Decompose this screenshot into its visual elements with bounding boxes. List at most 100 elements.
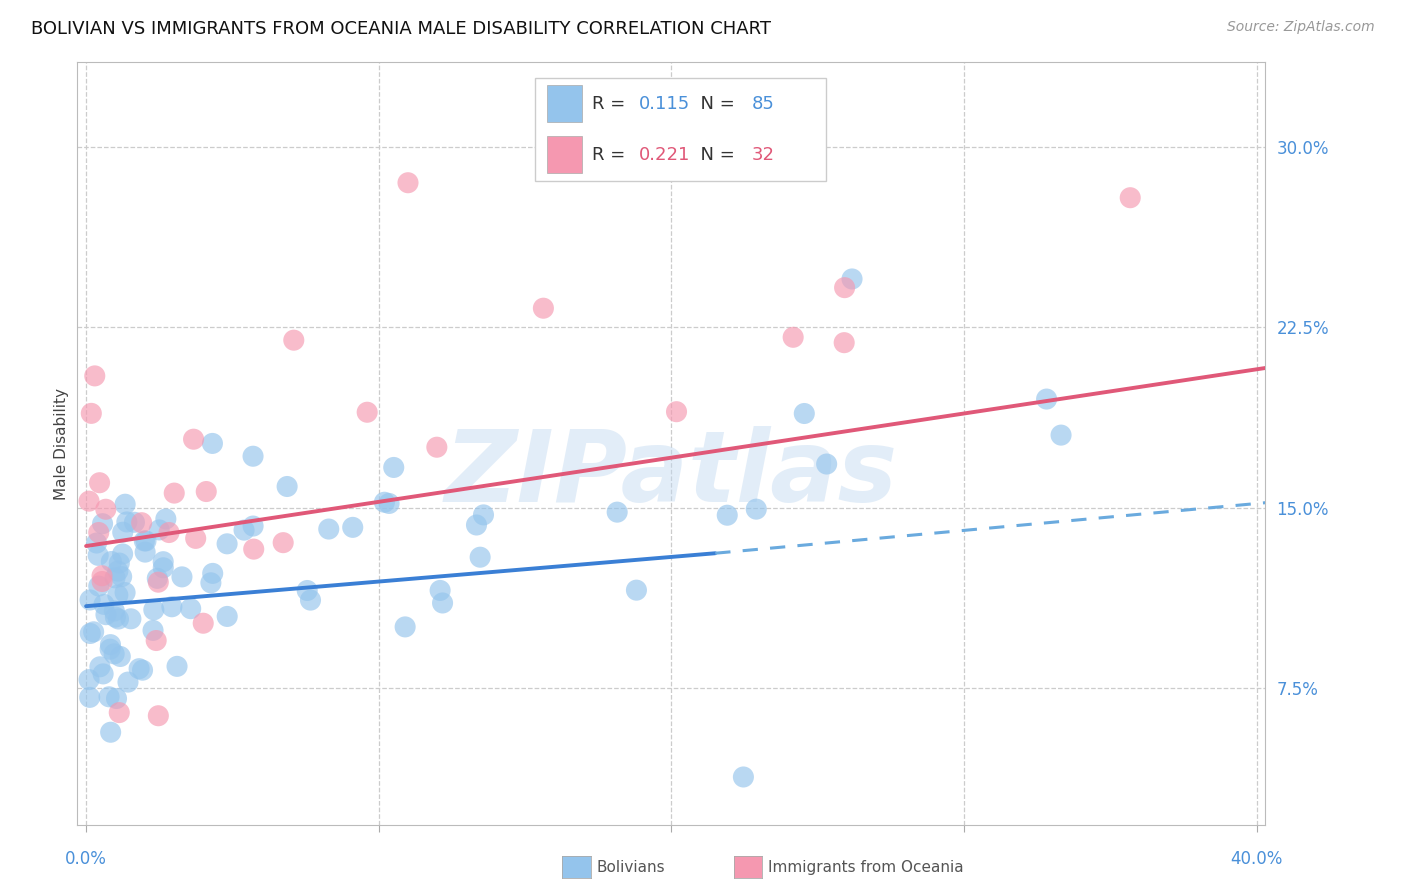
Point — [89, 475, 111, 490]
Point — [100, 638, 122, 652]
Point — [89, 660, 111, 674]
Point — [283, 333, 305, 347]
Point — [77, 494, 100, 508]
Point — [145, 633, 167, 648]
Point — [134, 545, 156, 559]
Point — [83, 368, 105, 383]
Point — [79, 690, 101, 705]
Point — [318, 522, 340, 536]
FancyBboxPatch shape — [547, 86, 582, 122]
Point — [665, 405, 688, 419]
Point — [200, 575, 222, 590]
Point — [142, 624, 165, 638]
Text: 0.115: 0.115 — [640, 95, 690, 112]
Point — [87, 525, 110, 540]
Point — [114, 497, 136, 511]
Point — [108, 556, 131, 570]
Point — [157, 525, 180, 540]
Point — [170, 570, 193, 584]
Point — [299, 593, 322, 607]
Point — [429, 583, 451, 598]
Point — [180, 601, 202, 615]
Point — [233, 523, 256, 537]
Point — [148, 523, 170, 537]
Point — [98, 690, 121, 704]
Point — [107, 564, 129, 578]
Point — [94, 607, 117, 622]
Point — [94, 502, 117, 516]
Point — [86, 536, 108, 550]
Text: Immigrants from Oceania: Immigrants from Oceania — [768, 860, 963, 874]
Point — [465, 518, 488, 533]
Text: R =: R = — [592, 145, 631, 164]
Text: 40.0%: 40.0% — [1230, 850, 1282, 868]
Point — [87, 549, 110, 563]
Point — [131, 516, 153, 530]
Point — [91, 568, 114, 582]
Point — [1035, 392, 1057, 406]
Point — [111, 547, 134, 561]
Point — [626, 583, 648, 598]
Point — [91, 666, 114, 681]
Point — [782, 330, 804, 344]
Point — [111, 569, 134, 583]
Point — [79, 626, 101, 640]
Point — [166, 659, 188, 673]
Point — [128, 662, 150, 676]
Point — [373, 495, 395, 509]
Point — [841, 272, 863, 286]
Point — [193, 616, 215, 631]
Point — [114, 585, 136, 599]
Point — [733, 770, 755, 784]
Point — [470, 550, 492, 565]
Text: 0.221: 0.221 — [640, 145, 690, 164]
Point — [93, 598, 115, 612]
Point — [716, 508, 738, 523]
Point — [297, 583, 319, 598]
Point — [148, 575, 170, 590]
Point — [793, 407, 815, 421]
Point — [103, 647, 125, 661]
Point — [80, 406, 103, 420]
Point — [396, 176, 419, 190]
Text: 32: 32 — [752, 145, 775, 164]
Point — [426, 440, 449, 454]
Point — [124, 516, 146, 530]
Point — [107, 612, 129, 626]
Point — [146, 571, 169, 585]
Point — [107, 588, 129, 602]
Point — [111, 525, 134, 540]
Point — [195, 484, 218, 499]
Point — [276, 479, 298, 493]
Text: Bolivians: Bolivians — [596, 860, 665, 874]
Point — [91, 574, 114, 589]
Point — [1050, 428, 1073, 442]
Point — [183, 432, 205, 446]
Point — [108, 706, 131, 720]
Point — [83, 624, 105, 639]
Point — [184, 532, 207, 546]
Point — [745, 502, 768, 516]
Text: N =: N = — [689, 95, 741, 112]
Point — [135, 533, 157, 548]
Point — [531, 301, 554, 316]
Point — [105, 691, 128, 706]
Point — [77, 673, 100, 687]
Point — [134, 533, 156, 548]
Point — [155, 512, 177, 526]
Text: Source: ZipAtlas.com: Source: ZipAtlas.com — [1227, 20, 1375, 34]
Point — [115, 515, 138, 529]
Point — [472, 508, 495, 522]
Point — [242, 449, 264, 463]
Point — [378, 496, 401, 510]
FancyBboxPatch shape — [547, 136, 582, 173]
Point — [217, 537, 239, 551]
FancyBboxPatch shape — [534, 78, 825, 181]
Point — [87, 579, 110, 593]
Point — [152, 555, 174, 569]
Point — [832, 335, 855, 350]
Point — [104, 571, 127, 585]
Point — [342, 520, 364, 534]
Point — [117, 675, 139, 690]
Point — [79, 593, 101, 607]
